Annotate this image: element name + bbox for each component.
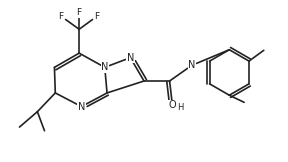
Text: N: N <box>188 60 196 70</box>
Text: F: F <box>58 12 64 21</box>
Text: N: N <box>101 62 109 72</box>
Text: F: F <box>77 8 82 17</box>
Text: O: O <box>168 100 176 110</box>
Text: F: F <box>94 12 100 21</box>
Text: N: N <box>127 53 134 63</box>
Text: H: H <box>177 103 183 112</box>
Text: N: N <box>78 102 85 112</box>
